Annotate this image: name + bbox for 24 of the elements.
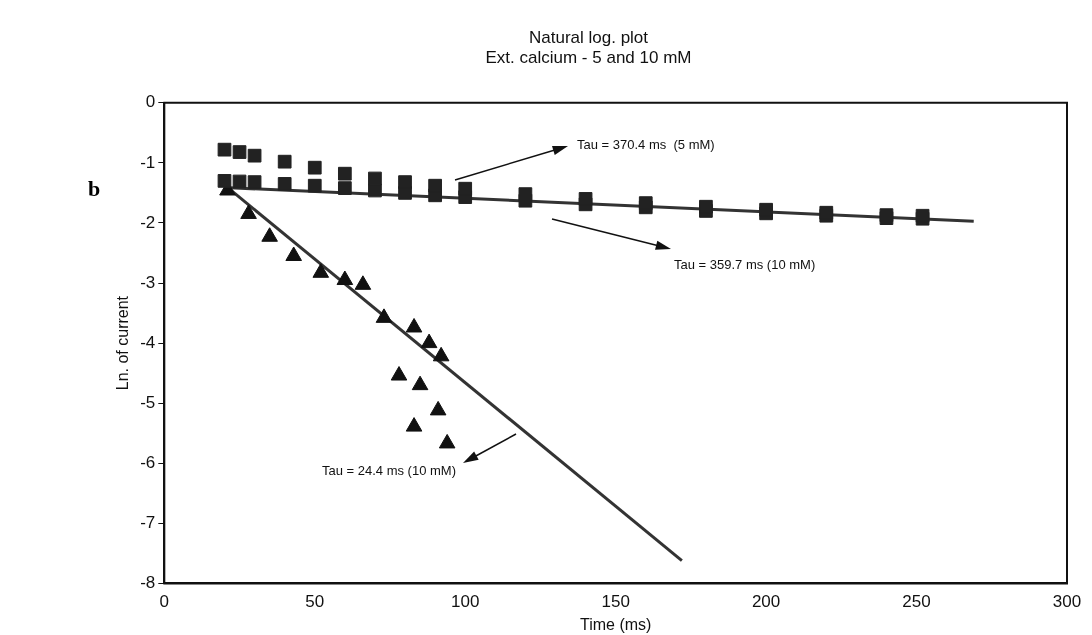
y-tick-label: -4 — [140, 332, 156, 352]
y-tick-label: -7 — [140, 513, 156, 533]
chart-title: Natural log. plot — [528, 27, 649, 47]
chart-subtitle: Ext. calcium - 5 and 10 mM — [485, 48, 692, 68]
x-tick-label: 0 — [159, 592, 170, 612]
annotation: Tau = 359.7 ms (10 mM) — [674, 257, 816, 272]
x-axis-title: Time (ms) — [579, 615, 652, 633]
y-tick-label: -1 — [140, 152, 156, 172]
y-tick-label: -5 — [140, 392, 156, 412]
y-axis-title: Ln. of current — [114, 295, 132, 391]
x-tick-label: 250 — [902, 592, 931, 612]
x-tick-label: 300 — [1052, 592, 1082, 612]
y-tick-label: 0 — [145, 92, 156, 112]
annotation: Tau = 370.4 ms (5 mM) — [577, 137, 715, 152]
y-tick-label: -6 — [140, 452, 156, 472]
annotation: Tau = 24.4 ms (10 mM) — [321, 463, 456, 478]
x-tick-label: 50 — [305, 592, 325, 612]
x-tick-label: 100 — [451, 592, 480, 612]
x-tick-label: 200 — [751, 592, 781, 612]
y-tick-label: -2 — [140, 212, 156, 232]
y-tick-label: -8 — [140, 573, 156, 593]
y-tick-label: -3 — [140, 272, 156, 292]
text: b — [88, 176, 101, 202]
x-tick-label: 150 — [601, 592, 630, 612]
